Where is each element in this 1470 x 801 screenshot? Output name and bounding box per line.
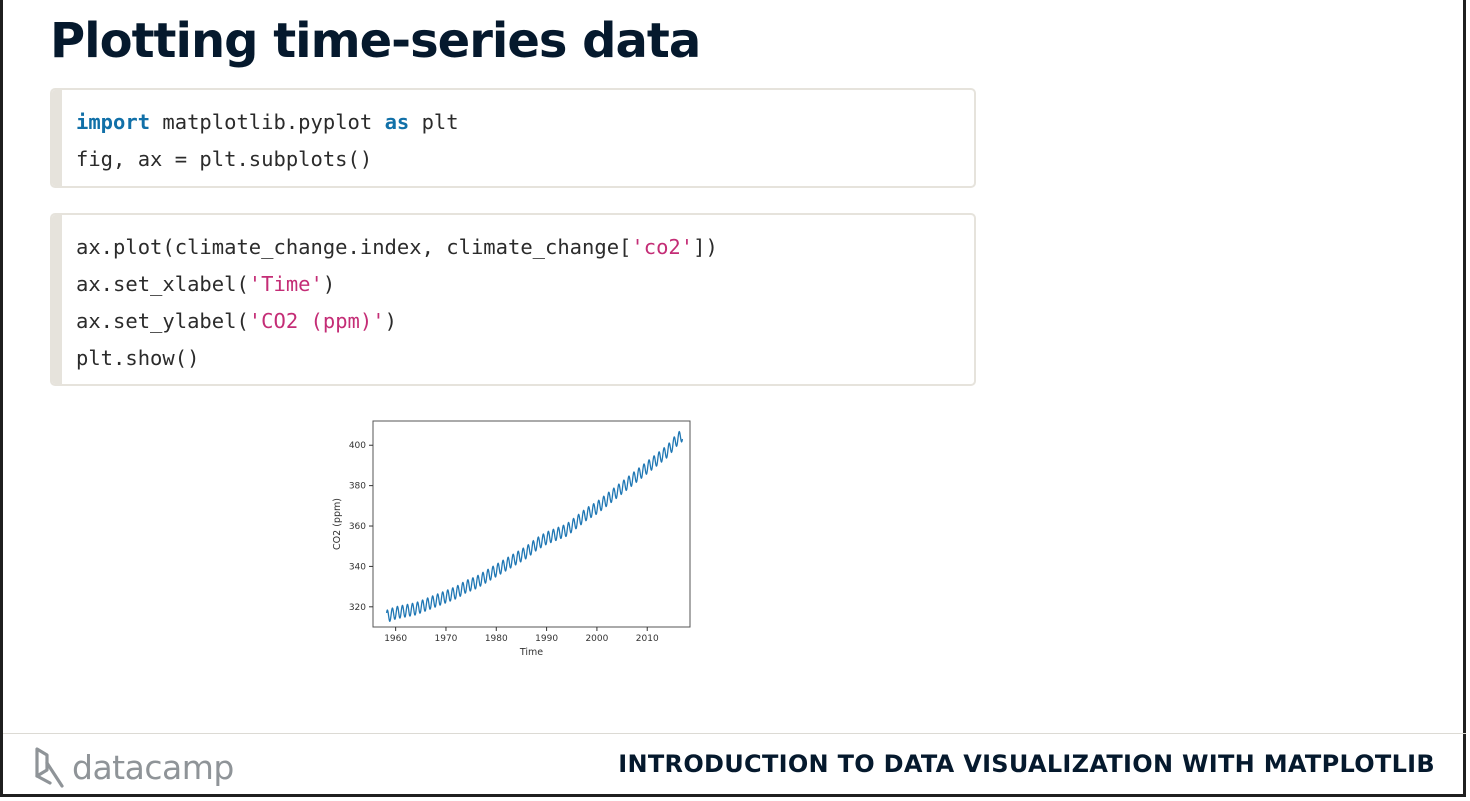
code-token: plt [409, 110, 459, 134]
y-tick-label: 340 [349, 562, 366, 572]
datacamp-logo: datacamp [32, 745, 234, 789]
x-tick-label: 1970 [435, 634, 458, 644]
course-name: INTRODUCTION TO DATA VISUALIZATION WITH … [618, 750, 1435, 778]
code-string: 'CO2 (ppm)' [248, 309, 385, 333]
code-keyword: as [384, 110, 410, 134]
code-keyword: import [76, 110, 151, 134]
x-tick-label: 1990 [535, 634, 558, 644]
code-token: ) [384, 309, 397, 333]
x-tick-label: 2010 [636, 634, 659, 644]
code-token: ]) [693, 235, 718, 259]
code-token: ax.set_ylabel( [76, 309, 249, 333]
code-line: fig, ax = plt.subplots() [76, 141, 459, 178]
y-tick-label: 360 [349, 522, 366, 532]
code-line: plt.show() [76, 340, 718, 377]
x-axis-label: Time [519, 647, 543, 658]
slide-title: Plotting time-series data [50, 13, 701, 69]
x-tick-label: 1960 [384, 634, 407, 644]
code-block-plot: ax.plot(climate_change.index, climate_ch… [50, 213, 976, 386]
code-token: ax.plot(climate_change.index, climate_ch… [76, 235, 632, 259]
code-token: ax.set_xlabel( [76, 272, 249, 296]
code-block-imports: import matplotlib.pyplot as plt fig, ax =… [50, 88, 976, 188]
plot-area [372, 420, 691, 628]
y-tick-label: 320 [349, 603, 366, 613]
code-string: 'co2' [631, 235, 694, 259]
footer-divider [3, 733, 1466, 734]
code-line: ax.plot(climate_change.index, climate_ch… [76, 229, 718, 266]
y-tick-label: 400 [349, 441, 366, 451]
code-lines-1: import matplotlib.pyplot as plt fig, ax =… [76, 104, 459, 178]
datacamp-logo-text: datacamp [72, 747, 234, 787]
code-line: import matplotlib.pyplot as plt [76, 104, 459, 141]
co2-series-line [385, 430, 684, 622]
code-token: plt.show() [76, 346, 200, 370]
chart-svg: 1960 1970 1980 1990 2000 2010 320 340 360 380 400 T… [332, 420, 691, 658]
code-string: 'Time' [248, 272, 323, 296]
code-line: ax.set_xlabel('Time') [76, 266, 718, 303]
code-lines-2: ax.plot(climate_change.index, climate_ch… [76, 229, 718, 377]
code-token: ) [322, 272, 336, 296]
y-axis-label: CO2 (ppm) [332, 498, 343, 550]
co2-time-series-chart: 1960 1970 1980 1990 2000 2010 320 340 360 380 400 T… [320, 410, 700, 665]
code-line: ax.set_ylabel('CO2 (ppm)') [76, 303, 718, 340]
code-token: matplotlib.pyplot [150, 110, 385, 134]
x-tick-label: 1980 [485, 634, 508, 644]
x-tick-label: 2000 [585, 634, 608, 644]
y-tick-label: 380 [349, 482, 366, 492]
code-token: fig, ax = plt.subplots() [76, 147, 373, 171]
datacamp-logo-icon [35, 747, 64, 788]
